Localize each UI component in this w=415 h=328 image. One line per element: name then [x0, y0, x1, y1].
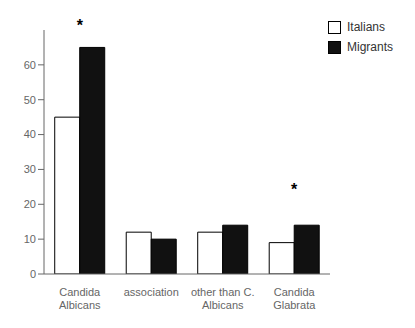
svg-text:30: 30: [24, 163, 36, 175]
svg-text:*: *: [77, 17, 84, 34]
html-text:Migrants: Migrants: [347, 40, 393, 54]
svg-text:60: 60: [24, 59, 36, 71]
svg-text:CandidaAlbicans: CandidaAlbicans: [59, 286, 101, 311]
svg-text:*: *: [291, 181, 298, 198]
svg-text:association: association: [124, 286, 179, 298]
html-text:Italians: Italians: [347, 20, 385, 34]
svg-text:40: 40: [24, 128, 36, 140]
svg-text:CandidaGlabrata: CandidaGlabrata: [273, 286, 316, 311]
svg-text:other than C.Albicans: other than C.Albicans: [191, 286, 255, 311]
svg-text:0: 0: [30, 268, 36, 280]
svg-text:50: 50: [24, 94, 36, 106]
svg-text:10: 10: [24, 233, 36, 245]
svg-text:20: 20: [24, 198, 36, 210]
